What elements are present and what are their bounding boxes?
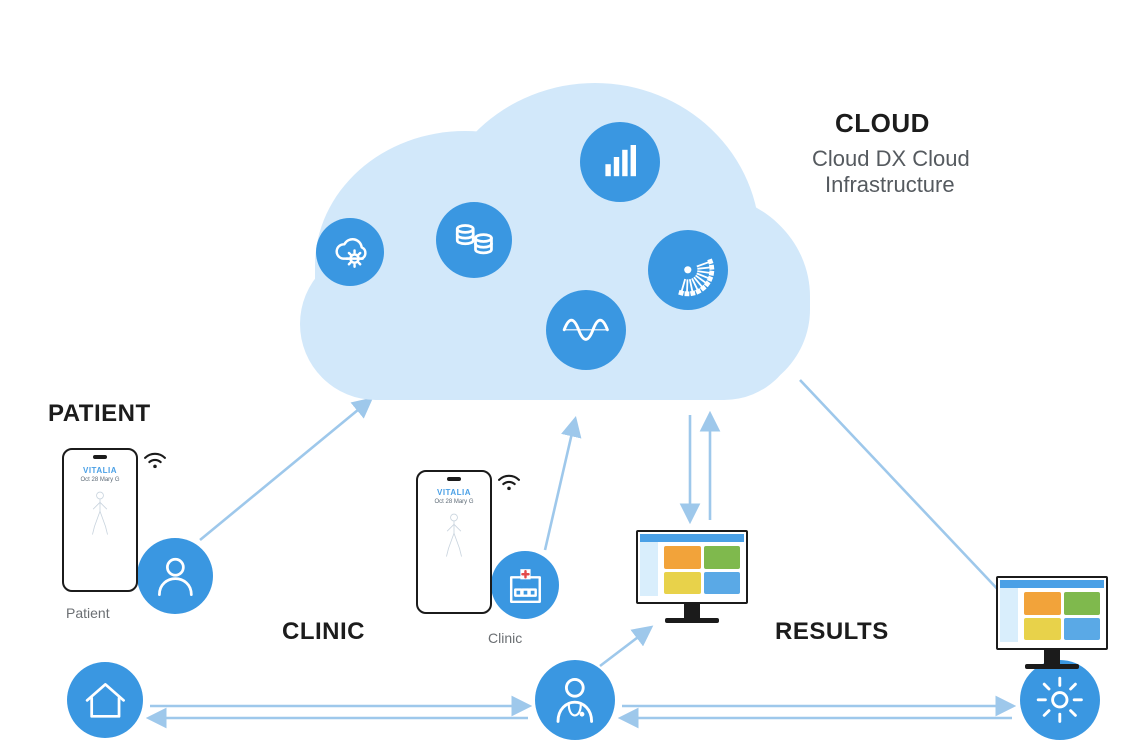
gear-icon: [1020, 660, 1100, 740]
phone-brand: VITALIA: [70, 466, 130, 475]
results-monitor-2: [996, 576, 1108, 650]
cloud-ingest-icon: [316, 218, 384, 286]
phone-brand: VITALIA: [424, 488, 484, 497]
results-monitor-1: [636, 530, 748, 604]
cloud-subtitle-2: Infrastructure: [825, 172, 955, 198]
cloud-title: CLOUD: [835, 108, 930, 139]
phone-date: Oct 28 Mary G: [424, 499, 484, 505]
cloud-database-icon: [436, 202, 512, 278]
phone-body-icon: [86, 490, 114, 538]
clinic-phone: VITALIA Oct 28 Mary G: [416, 470, 492, 614]
results-title: RESULTS: [775, 618, 889, 646]
diagram-stage: CLOUD Cloud DX Cloud Infrastructure PATI…: [0, 0, 1122, 752]
cloud-waveform-icon: [546, 290, 626, 370]
cloud-barchart-icon: [580, 122, 660, 202]
cloud-subtitle-1: Cloud DX Cloud: [812, 146, 970, 172]
cloud-fan-icon: [648, 230, 728, 310]
clinic-caption: Clinic: [488, 630, 522, 646]
clinic-wireless-icon: [492, 460, 526, 499]
phone-date: Oct 28 Mary G: [70, 477, 130, 483]
clinic-title: CLINIC: [282, 618, 365, 646]
patient-caption: Patient: [66, 605, 110, 621]
home-icon: [67, 662, 143, 738]
doctor-icon: [535, 660, 615, 740]
patient-person-icon: [137, 538, 213, 614]
clinic-building-icon: [491, 551, 559, 619]
patient-phone: VITALIA Oct 28 Mary G: [62, 448, 138, 592]
patient-wireless-icon: [138, 438, 172, 477]
patient-title: PATIENT: [48, 400, 151, 428]
phone-body-icon: [440, 512, 468, 560]
